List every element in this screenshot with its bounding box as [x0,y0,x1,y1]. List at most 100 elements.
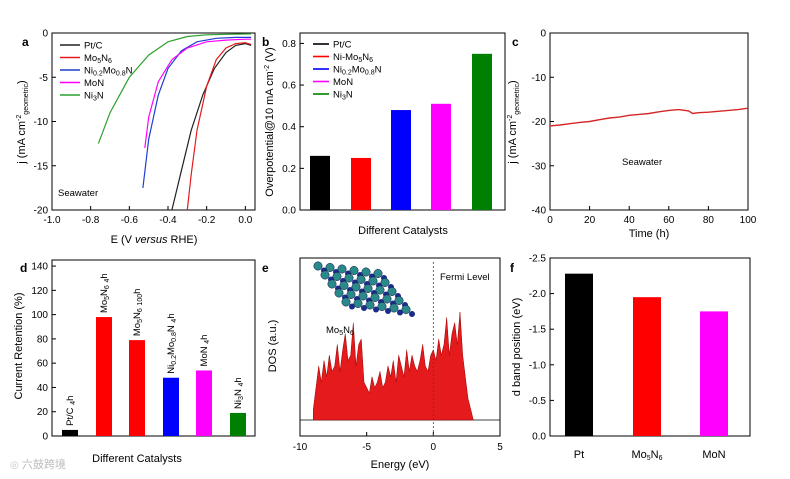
atom-n [385,308,391,314]
fermi-level-label: Fermi Level [440,272,490,283]
f-ytick-label: -2.0 [529,289,547,300]
atom-mo [401,305,411,314]
a-series-line [97,33,252,144]
c-xtick-label: 0 [547,215,553,226]
panel-c-letter: c [512,35,519,49]
atom-mo [353,299,363,308]
atom-mo [370,293,380,302]
c-ytick-label: -20 [532,117,547,128]
a-xtick-label: -0.4 [159,215,177,226]
atom-n [361,305,367,311]
a-ytick-label: -15 [34,161,49,172]
a-ytick-label: -20 [34,206,49,217]
dos-area [313,311,474,421]
e-xtick-label: 5 [497,442,503,453]
d-bar-label: Ni0.2Mo0.8N 4h [166,313,178,373]
atom-mo [337,264,347,274]
atom-mo [377,302,387,311]
a-xtick-label: -0.6 [121,215,139,226]
crystal-structure-image [313,261,415,317]
watermark: ◎ 六鼓跨境 [10,457,66,471]
atom-n [397,309,403,316]
a-ytick-label: -5 [39,73,48,84]
f-xtick-label: MoN [702,449,725,461]
b-ytick-label: 0.6 [282,81,296,92]
c-xtick-label: 80 [703,215,715,226]
f-ytick-label: -0.5 [529,396,547,407]
atom-n [373,306,379,313]
panel-e: e -10 -5 0 5 Fermi Level Mo5N6 Energy (eV) … [262,257,503,471]
b-bar [431,103,451,210]
panel-b-ylabel: Overpotential@10 mA cm-2 (V) [264,47,276,196]
a-xtick-label: -1.0 [43,215,61,226]
d-ytick-label: 100 [31,310,48,321]
d-bar-label: Ni3N 4h [233,377,245,409]
panel-e-ylabel: DOS (a.u.) [267,320,279,373]
c-xtick-label: 60 [663,215,675,226]
a-xtick-label: -0.8 [82,215,100,226]
e-xtick-label: 0 [431,442,437,453]
atom-mo [332,272,342,281]
atom-mo [368,276,378,286]
panel-f-ylabel: d band position (eV) [511,298,523,396]
b-legend-label: Ni0.2Mo0.8N [333,65,382,77]
panel-c-axes [549,32,749,211]
f-xtick-label: Pt [574,449,584,461]
atom-mo [339,281,349,290]
d-bar [62,429,78,436]
f-ytick-label: -2.5 [529,254,547,265]
a-legend-label: Ni0.2Mo0.8N [84,66,133,78]
d-bar-label: Pt/C 4h [65,396,77,426]
panel-f-letter: f [510,261,515,275]
atom-mo [389,303,399,313]
b-ytick-label: 0.4 [282,122,296,133]
d-ytick-label: 0 [42,432,48,443]
e-xtick-label: -5 [362,442,371,453]
a-legend-label: Pt/C [84,41,103,52]
atom-mo [365,300,375,310]
panel-a: a -1.0 -0.8 -0.6 -0.4 -0.2 0.0 0 -5 -10 -15 -20 Pt… [16,29,256,246]
panel-b-letter: b [262,35,269,49]
a-xtick-label: -0.2 [198,215,216,226]
atom-n [349,303,355,310]
atom-mo [363,284,373,293]
atom-mo [325,263,335,272]
panel-c-xlabel: Time (h) [629,228,670,240]
atom-mo [351,282,361,292]
b-legend-label: Ni-Mo5N6 [333,52,373,64]
c-xtick-label: 40 [624,215,636,226]
f-ytick-label: -1.0 [529,360,547,371]
atom-mo [346,290,356,299]
a-legend-label: Mo5N6 [84,53,112,65]
c-ytick-label: 0 [540,29,546,40]
d-ytick-label: 60 [37,359,49,370]
b-bar [351,157,371,210]
c-series-line [549,107,749,127]
a-series-line [144,38,252,149]
atom-mo [327,279,337,289]
atom-mo [344,273,354,283]
panel-b-xlabel: Different Catalysts [358,225,448,237]
panel-d-ylabel: Current Retention (%) [13,293,25,400]
f-xtick-label: Mo5N6 [631,449,662,462]
atom-mo [356,275,366,284]
d-bar-label: Mo5N6 100h [132,289,144,337]
atom-mo [382,294,392,304]
atom-mo [349,266,359,275]
b-bar [472,53,492,210]
atom-mo [375,285,385,295]
atom-mo [394,296,404,305]
a-series-line [186,42,252,211]
panel-a-axes [51,32,256,211]
panel-d: d 0 20 40 60 80 100 120 140 Pt/C 4h Mo5N6 4h Mo5N… [13,259,256,465]
panel-e-letter: e [262,261,269,275]
f-bar [700,311,728,436]
a-series-line [142,36,252,188]
f-ytick-label: -1.5 [529,325,547,336]
panel-a-xlabel: E (V versus RHE) [111,234,198,246]
b-legend-label: MoN [333,77,353,88]
e-xtick-label: -10 [293,442,308,453]
c-ytick-label: -30 [532,161,547,172]
atom-mo [341,297,351,307]
